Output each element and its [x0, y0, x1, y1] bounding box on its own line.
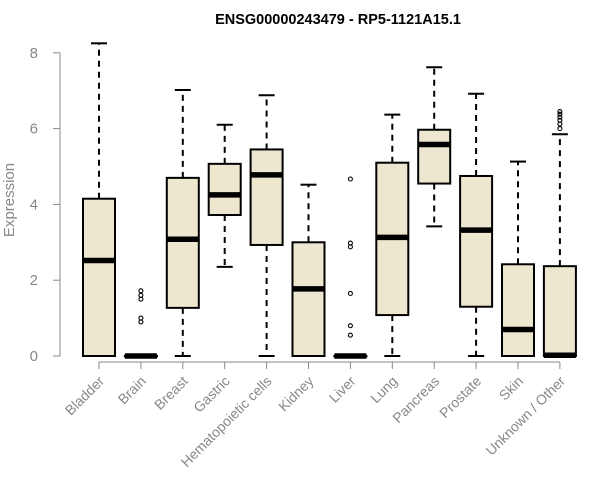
chart-title: ENSG00000243479 - RP5-1121A15.1	[215, 12, 461, 28]
box-group	[207, 123, 242, 268]
box-group	[375, 113, 410, 357]
plot-area	[82, 42, 577, 359]
outlier-point	[557, 126, 563, 132]
box	[82, 197, 116, 357]
box-group	[417, 66, 452, 228]
box-group	[123, 288, 158, 359]
outlier-point	[138, 288, 144, 294]
box	[291, 241, 326, 357]
box-group	[165, 88, 200, 357]
outlier-point	[557, 117, 563, 123]
x-tick-label: Kidney	[275, 373, 317, 415]
outlier-point	[347, 240, 353, 246]
outlier-point	[557, 111, 563, 117]
box	[249, 148, 284, 246]
box-group	[501, 160, 535, 358]
x-tick-label: Bladder	[62, 373, 108, 419]
outlier-point	[347, 323, 353, 329]
box	[165, 176, 200, 309]
y-tick-label: 0	[30, 348, 38, 365]
y-tick-label: 6	[30, 121, 38, 138]
box-group	[333, 176, 368, 359]
outlier-point	[347, 290, 353, 297]
box-group	[249, 94, 284, 357]
box	[207, 162, 242, 217]
y-tick-label: 2	[30, 272, 38, 289]
box-group	[459, 92, 494, 357]
x-tick-label: Unknown / Other	[482, 373, 568, 459]
box	[417, 128, 452, 185]
outlier-point	[557, 114, 563, 120]
x-tick-label: Prostate	[436, 373, 484, 421]
y-axis: 0 2 4 6 8	[30, 45, 61, 365]
outlier-point	[138, 315, 144, 321]
box-group	[542, 108, 577, 358]
outlier-point	[347, 176, 353, 182]
x-tick-label: Brain	[115, 373, 149, 407]
x-tick-label: Skin	[496, 373, 527, 404]
box	[542, 265, 577, 357]
x-tick-label: Breast	[151, 373, 191, 413]
y-tick-label: 8	[30, 45, 38, 62]
x-tick-label: Liver	[326, 373, 359, 406]
box	[501, 263, 535, 358]
y-tick-label: 4	[30, 196, 38, 213]
y-axis-label: Expression	[1, 163, 18, 237]
box-group	[82, 42, 116, 357]
outlier-point	[347, 332, 353, 338]
box-group	[291, 183, 326, 357]
outlier-point	[557, 108, 563, 115]
x-tick-label: Pancreas	[389, 373, 442, 426]
box	[459, 174, 494, 308]
x-tick-label: Lung	[367, 373, 400, 406]
